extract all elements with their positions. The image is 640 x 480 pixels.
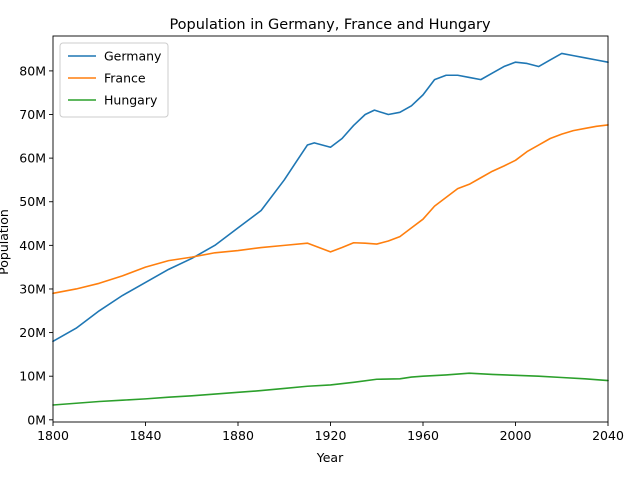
x-tick-label: 1880: [222, 428, 254, 443]
legend: Germany France Hungary: [59, 42, 169, 118]
y-tick-label: 0M: [27, 412, 46, 427]
plot-area: 1800 1840 1880 1920 1960 2000 2040 0M 10M 20M 30M…: [19, 35, 624, 443]
series-line-hungary: [52, 372, 609, 406]
x-tick-label: 2040: [592, 428, 624, 443]
legend-label-hungary: Hungary: [104, 93, 158, 108]
y-tick-label: 70M: [19, 107, 46, 122]
x-tick-label: 1920: [315, 428, 347, 443]
y-tick-label: 50M: [19, 194, 46, 209]
chart-title: Population in Germany, France and Hungar…: [169, 17, 491, 33]
legend-label-germany: Germany: [104, 49, 162, 64]
x-tick-label: 1840: [130, 428, 162, 443]
legend-box: [59, 42, 169, 118]
x-tick-label: 2000: [500, 428, 532, 443]
y-axis-label: Population: [0, 209, 11, 275]
y-tick-label: 40M: [19, 238, 46, 253]
x-tick-label: 1960: [407, 428, 439, 443]
y-tick-label: 20M: [19, 325, 46, 340]
legend-label-france: France: [104, 71, 146, 86]
y-tick-label: 80M: [19, 63, 46, 78]
x-tick-label: 1800: [37, 428, 69, 443]
y-axis: 0M 10M 20M 30M 40M 50M 60M 70M 80M: [19, 63, 53, 427]
x-axis-label: Year: [316, 450, 344, 465]
series-layer: [52, 52, 609, 406]
y-tick-label: 30M: [19, 281, 46, 296]
y-tick-label: 10M: [19, 369, 46, 384]
series-line-france: [52, 124, 609, 295]
y-tick-label: 60M: [19, 151, 46, 166]
x-axis: 1800 1840 1880 1920 1960 2000 2040: [37, 422, 624, 443]
series-line-germany: [52, 52, 609, 343]
